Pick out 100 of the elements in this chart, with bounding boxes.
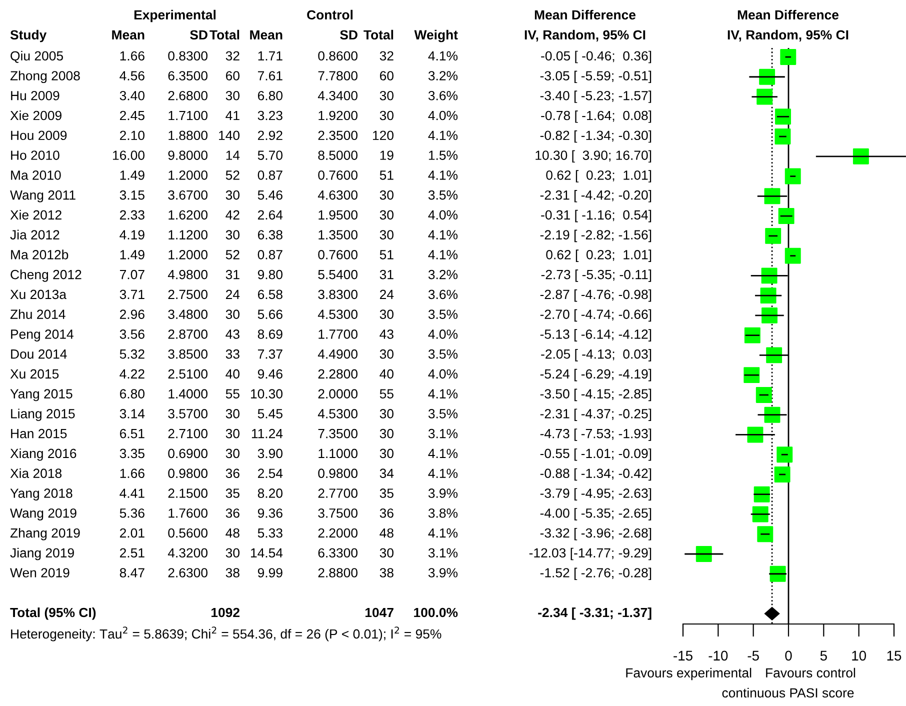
text: 0.62 [ 0.23; 1.01] (546, 170, 652, 182)
text: 0.9800 (168, 468, 208, 478)
text: 3.5% (428, 409, 458, 418)
text: 38 (226, 568, 240, 578)
chart-subtitle: IV, Random, 95% CI (728, 30, 848, 42)
text: 30 (380, 230, 394, 240)
text: Heterogeneity: Tau$^{2}$ = 5.8639; Chi$^{2}$ = 554.36, df = 26 (P < 0.01); I$^{2}$ = 95% (11, 626, 442, 642)
text: 1.71 (258, 51, 282, 60)
text: 30 (380, 110, 394, 120)
text: -3.79 [ -4.95; -2.63] (540, 488, 652, 501)
text: 24 (226, 290, 240, 299)
text: Favours experimental (626, 668, 752, 680)
text: 3.90 (258, 448, 282, 458)
text: 5.46 (258, 190, 282, 200)
text: 32 (380, 51, 394, 61)
text: 1.66 (120, 468, 144, 478)
text: Jiang 2019 (10, 548, 74, 560)
text: 38 (380, 568, 394, 578)
text: -3.32 [ -3.96; -2.68] (540, 528, 652, 540)
text: 3.71 (120, 290, 144, 300)
text: 19 (380, 150, 394, 160)
text: 0.6900 (168, 448, 208, 458)
text: 100.0% (414, 608, 458, 618)
text: Ho 2010 (11, 150, 60, 160)
text: Wen 2019 (10, 568, 70, 578)
text: Control (307, 10, 353, 20)
text: Ma 2012b (11, 250, 68, 260)
text: 4.0% (428, 210, 458, 220)
text: 2.33 (120, 210, 144, 220)
text: 3.2% (428, 270, 458, 280)
text: 9.99 (258, 568, 282, 578)
text: 43 (226, 330, 240, 339)
text: 6.80 (120, 389, 144, 398)
text: 2.7500 (168, 290, 208, 300)
text: Wang 2019 (10, 508, 76, 520)
text: 30 (380, 409, 394, 418)
text: 4.41 (120, 488, 144, 498)
x-tick-label: 0 (785, 650, 792, 661)
text: 1.49 (120, 250, 144, 260)
text: 6.38 (258, 230, 282, 240)
text: -0.82 [ -1.34; -0.30] (540, 130, 652, 143)
x-tick-label: -15 (674, 650, 692, 661)
text: 3.15 (120, 190, 144, 200)
text: -2.05 [ -4.13; 0.03] (541, 349, 652, 362)
text: 4.19 (120, 230, 144, 240)
text: 8.20 (258, 488, 282, 498)
text: 48 (226, 528, 240, 538)
text: 30 (226, 548, 240, 558)
text: 30 (380, 210, 394, 220)
text: 40 (380, 369, 394, 379)
text: -3.50 [ -4.15; -2.85] (540, 388, 652, 402)
text: 3.1% (428, 428, 458, 438)
text: 1.9500 (318, 210, 358, 220)
text: Zhu 2014 (10, 309, 66, 319)
text: 5.32 (120, 349, 144, 359)
text: 41 (226, 110, 240, 120)
text: Mean (112, 30, 144, 40)
text: 2.3500 (318, 130, 358, 140)
text: 0.5600 (168, 528, 208, 538)
text: 1047 (365, 608, 394, 618)
text: 3.2% (428, 71, 458, 80)
text: 5.45 (258, 409, 282, 418)
text: -2.31 [ -4.37; -0.25] (540, 408, 652, 421)
text: 4.1% (428, 528, 458, 538)
text: 9.80 (258, 270, 282, 280)
text: -2.70 [ -4.74; -0.66] (540, 309, 652, 322)
text: 4.3400 (318, 90, 358, 100)
text: 3.56 (120, 330, 144, 339)
text: 31 (380, 270, 394, 280)
text: 2.01 (120, 528, 144, 538)
text: -0.05 [ -0.46; 0.36] (541, 50, 652, 64)
text: 5.5400 (318, 270, 358, 280)
chart-title: Mean Difference (738, 10, 839, 20)
text: 7.37 (258, 349, 282, 359)
x-tick-label: 15 (887, 650, 902, 661)
text: Zhong 2008 (10, 70, 80, 84)
text: Xie 2012 (10, 210, 62, 220)
text: Hou 2009 (11, 130, 67, 140)
text: -0.31 [ -1.16; 0.54] (541, 210, 652, 222)
text: Favours control (766, 668, 856, 678)
text: 2.0000 (318, 389, 358, 398)
text: 1.7700 (318, 330, 358, 339)
text: 8.47 (120, 568, 144, 578)
text: 3.6% (428, 290, 458, 300)
x-tick-label: 10 (852, 650, 866, 661)
text: Study (10, 30, 47, 42)
text: Xiang 2016 (10, 448, 76, 461)
text: -0.55 [ -1.01; -0.09] (540, 448, 652, 461)
text: 2.8700 (168, 330, 208, 339)
text: 4.0% (428, 110, 458, 120)
text: 3.6700 (168, 190, 208, 200)
text: 5.36 (120, 508, 144, 518)
text: 32 (226, 51, 240, 61)
text: 43 (380, 330, 394, 339)
text: 2.2800 (318, 369, 358, 379)
text: 1.2000 (168, 250, 208, 260)
text: Xu 2015 (10, 369, 59, 379)
text: 3.40 (120, 90, 144, 100)
text: 3.35 (120, 448, 144, 458)
text: 1.1200 (168, 230, 208, 240)
